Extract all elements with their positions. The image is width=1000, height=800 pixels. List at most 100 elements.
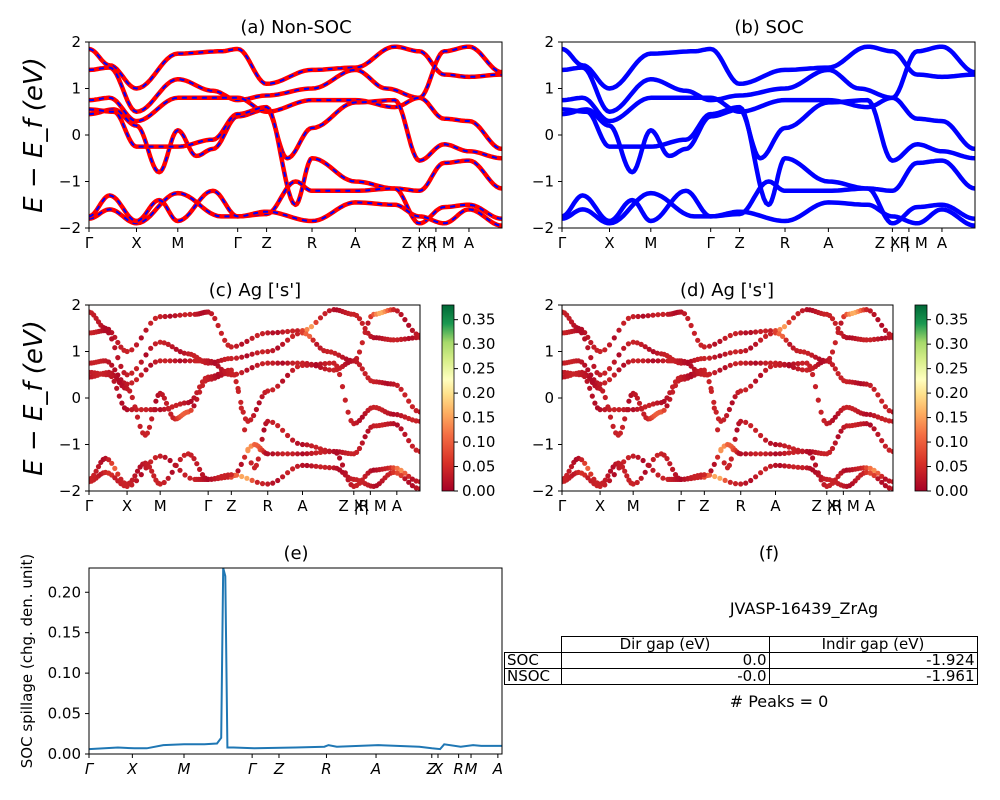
scatter-point — [758, 328, 764, 335]
scatter-point — [290, 466, 296, 472]
scatter-point — [728, 456, 734, 462]
scatter-point — [187, 311, 193, 317]
scatter-point — [169, 404, 175, 410]
scatter-point — [177, 349, 183, 355]
scatter-point — [95, 464, 102, 470]
scatter-point — [188, 452, 194, 458]
scatter-point — [215, 322, 221, 329]
scatter-point — [417, 448, 420, 455]
scatter-point — [758, 451, 764, 457]
scatter-point — [161, 395, 167, 401]
scatter-point — [772, 451, 779, 457]
scatter-point — [133, 366, 140, 372]
scatter-point — [359, 414, 365, 420]
scatter-point — [233, 355, 240, 361]
scatter-point — [661, 398, 667, 404]
scatter-point — [106, 457, 112, 463]
scatter-point — [124, 372, 130, 378]
gap-table-cell-dir: -0.0 — [560, 668, 770, 685]
scatter-point — [248, 417, 254, 423]
scatter-point — [886, 418, 892, 424]
panel-e-title: (e) — [283, 543, 308, 564]
scatter-point — [326, 367, 332, 373]
scatter-point — [109, 362, 115, 368]
y-tick-label: −1 — [532, 173, 554, 191]
x-tick-label: A — [370, 760, 381, 778]
scatter-point — [143, 367, 149, 373]
plot-area-b — [562, 44, 975, 228]
scatter-point — [695, 337, 701, 343]
scatter-point — [882, 327, 889, 333]
scatter-point — [706, 472, 713, 478]
scatter-point — [867, 422, 873, 428]
scatter-point — [890, 409, 893, 415]
x-tick-label: X — [604, 234, 614, 252]
scatter-point — [621, 407, 627, 413]
scatter-point — [280, 427, 286, 433]
scatter-point — [138, 335, 144, 341]
scatter-point — [640, 457, 646, 464]
scatter-point — [308, 463, 315, 469]
scatter-point — [799, 449, 806, 455]
x-tick-label: R — [263, 497, 273, 515]
scatter-point — [197, 384, 203, 390]
gap-table-cell-indir: -1.961 — [768, 668, 978, 685]
scatter-point — [345, 409, 351, 415]
scatter-point — [835, 325, 841, 332]
scatter-point — [585, 345, 591, 351]
scatter-point — [717, 475, 723, 481]
scatter-point — [322, 366, 328, 372]
scatter-point — [568, 464, 575, 470]
scatter-point — [108, 373, 115, 380]
scatter-point — [228, 344, 234, 350]
scatter-point — [254, 350, 260, 356]
scatter-point — [863, 337, 870, 343]
scatter-point — [767, 364, 774, 370]
scatter-point — [275, 451, 281, 457]
scatter-point — [239, 341, 245, 347]
scatter-point — [275, 477, 281, 484]
scatter-point — [606, 342, 613, 348]
scatter-point — [285, 328, 291, 335]
scatter-point — [607, 414, 614, 420]
scatter-point — [182, 472, 188, 478]
scatter-point — [767, 360, 774, 366]
scatter-point — [336, 352, 342, 358]
y-tick-label: 0.10 — [48, 664, 81, 682]
scatter-point — [635, 358, 641, 364]
scatter-point — [118, 344, 124, 350]
scatter-point — [259, 331, 266, 337]
x-tick-label: X — [595, 497, 605, 515]
scatter-point — [294, 364, 301, 370]
scatter-point — [181, 452, 187, 458]
scatter-point — [871, 336, 877, 342]
scatter-point — [270, 360, 276, 366]
scatter-point — [875, 317, 881, 323]
scatter-point — [625, 407, 632, 413]
scatter-point — [398, 467, 404, 473]
scatter-point — [701, 367, 707, 373]
scatter-point — [173, 402, 179, 408]
x-tick-label: X — [122, 497, 132, 515]
scatter-point — [871, 311, 877, 318]
scatter-point — [706, 379, 712, 385]
panel-a-title: (a) Non-SOC — [240, 17, 351, 38]
scatter-point — [254, 332, 260, 339]
scatter-point — [356, 362, 363, 368]
scatter-point — [115, 355, 121, 361]
scatter-point — [334, 450, 340, 456]
scatter-point — [621, 362, 627, 368]
scatter-point — [879, 473, 885, 479]
x-tick-label: X — [131, 234, 141, 252]
colorbar-c — [441, 304, 455, 492]
peaks-count: # Peaks = 0 — [730, 692, 829, 711]
scatter-point — [109, 460, 115, 466]
scatter-point — [867, 337, 873, 343]
scatter-point — [727, 350, 733, 356]
scatter-point — [591, 344, 597, 350]
scatter-point — [152, 315, 158, 321]
scatter-point — [417, 409, 420, 415]
scatter-point — [148, 362, 154, 368]
scatter-point — [646, 402, 652, 408]
scatter-point — [244, 353, 250, 359]
